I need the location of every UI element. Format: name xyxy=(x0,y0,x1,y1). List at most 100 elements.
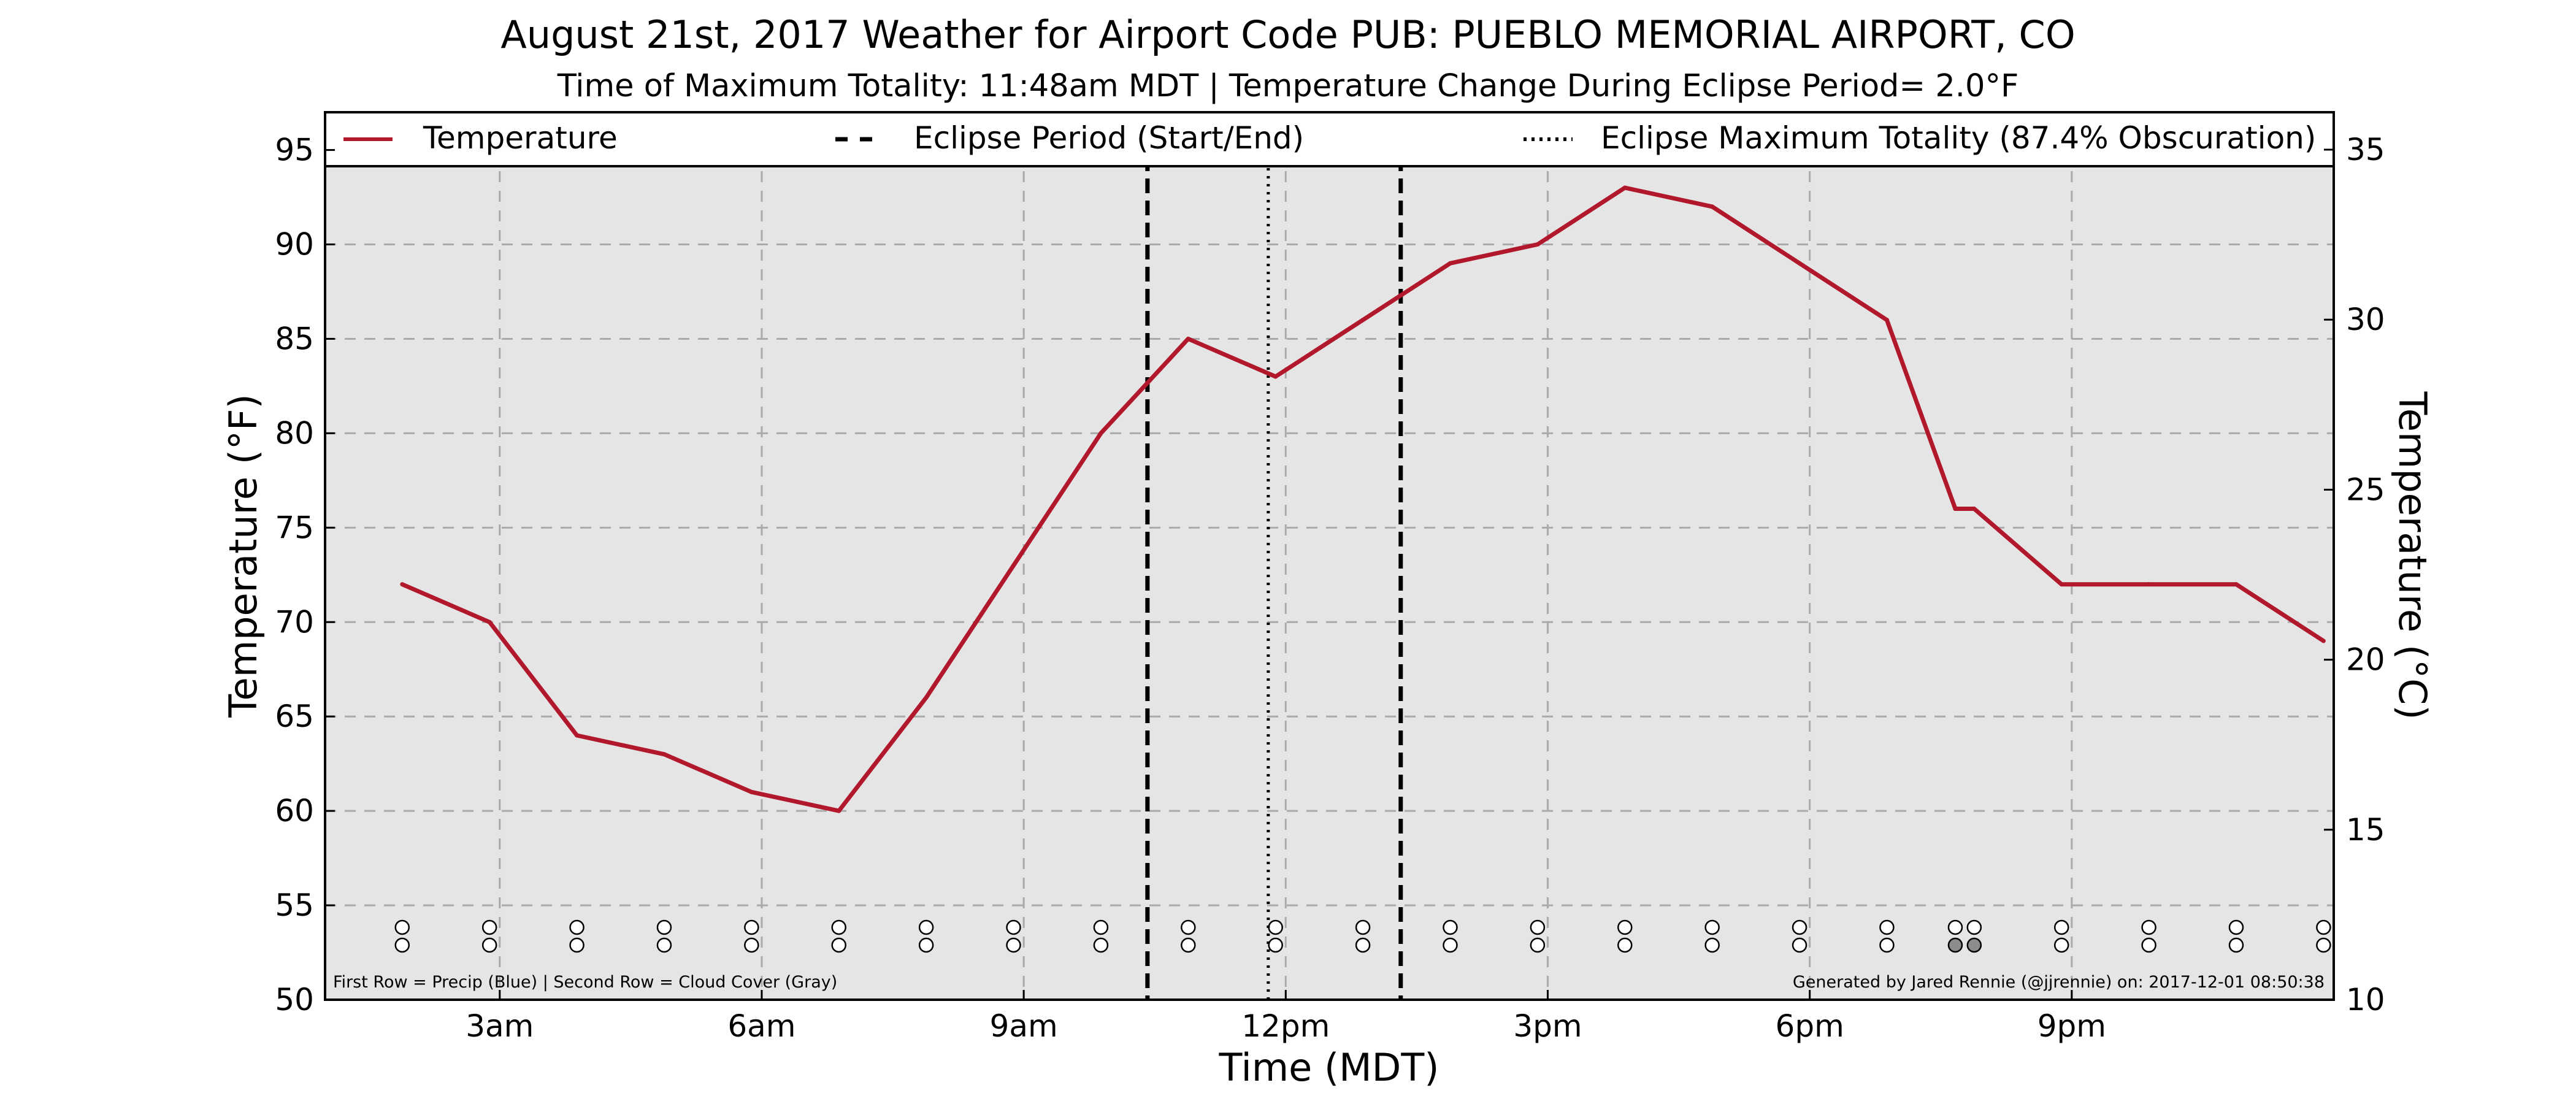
temperature-point-23 xyxy=(2321,638,2326,643)
precip-dot-14 xyxy=(1617,919,1633,935)
temperature-point-4 xyxy=(749,789,754,794)
cloud-dot-14 xyxy=(1617,937,1633,953)
temperature-point-11 xyxy=(1360,318,1365,323)
temperature-series xyxy=(400,185,2326,813)
y2-tick-label-3: 25 xyxy=(2346,472,2385,507)
cloud-dot-21 xyxy=(2141,937,2156,953)
cloud-dot-7 xyxy=(1006,937,1021,953)
precip-dot-6 xyxy=(918,919,934,935)
y2-tick-label-4: 30 xyxy=(2346,302,2385,337)
precip-dot-22 xyxy=(2228,919,2244,935)
cloud-dot-13 xyxy=(1530,937,1546,953)
precip-dot-10 xyxy=(1268,919,1283,935)
temperature-point-0 xyxy=(400,582,405,587)
precip-dot-23 xyxy=(2316,919,2331,935)
y-tick-label-9: 95 xyxy=(275,132,314,168)
precip-dot-21 xyxy=(2141,919,2156,935)
temperature-point-1 xyxy=(487,619,492,624)
temperature-point-22 xyxy=(2234,582,2239,587)
temperature-point-18 xyxy=(1953,507,1958,512)
temperature-point-21 xyxy=(2147,582,2152,587)
y-tick-label-6: 80 xyxy=(275,415,314,451)
precip-dot-16 xyxy=(1792,919,1807,935)
precip-dot-7 xyxy=(1006,919,1021,935)
precip-dot-2 xyxy=(569,919,585,935)
y2-tick-label-2: 20 xyxy=(2346,642,2385,678)
cloud-dot-20 xyxy=(2053,937,2069,953)
cloud-dot-3 xyxy=(656,937,672,953)
y-tick-label-7: 85 xyxy=(275,321,314,356)
temperature-point-5 xyxy=(837,808,841,813)
legend-label-temperature: Temperature xyxy=(423,120,618,156)
x-axis-label: Time (MDT) xyxy=(1219,1045,1439,1090)
precip-dot-4 xyxy=(744,919,759,935)
eclipse-lines xyxy=(1145,112,1403,1000)
axes: 3am 6am 9am 12pm 3pm 6pm 9pm 50 55 60 65 70 75 80 85 90… xyxy=(275,132,2385,1044)
cloud-dot-16 xyxy=(1792,937,1807,953)
y-axis-label: Temperature (°F) xyxy=(221,394,266,718)
legend-label-eclipse-period: Eclipse Period (Start/End) xyxy=(914,120,1304,156)
observation-dots xyxy=(394,919,2331,953)
cloud-dot-10 xyxy=(1268,937,1283,953)
temperature-line-0 xyxy=(401,185,2325,813)
precip-dot-18 xyxy=(1947,919,1963,935)
chart-subtitle: Time of Maximum Totality: 11:48am MDT | … xyxy=(557,68,2019,104)
cloud-dot-19 xyxy=(1966,937,1982,953)
temperature-point-9 xyxy=(1186,336,1190,341)
precip-dot-11 xyxy=(1355,919,1371,935)
y-tick-label-0: 50 xyxy=(275,982,314,1018)
cloud-dot-17 xyxy=(1879,937,1895,953)
temperature-point-17 xyxy=(1884,318,1889,323)
x-tick-label-3: 12pm xyxy=(1241,1008,1330,1044)
temperature-point-7 xyxy=(1011,563,1016,568)
y-tick-label-1: 55 xyxy=(275,887,314,923)
temperature-point-19 xyxy=(1972,507,1977,512)
precip-dot-0 xyxy=(394,919,410,935)
precip-dot-3 xyxy=(656,919,672,935)
precip-dot-8 xyxy=(1093,919,1109,935)
temperature-point-13 xyxy=(1535,242,1540,247)
cloud-dot-0 xyxy=(394,937,410,953)
cloud-dot-2 xyxy=(569,937,585,953)
cloud-dot-6 xyxy=(918,937,934,953)
y-tick-label-4: 70 xyxy=(275,604,314,640)
temperature-point-14 xyxy=(1622,185,1627,190)
cloud-dot-9 xyxy=(1181,937,1196,953)
precip-dot-17 xyxy=(1879,919,1895,935)
cloud-dot-11 xyxy=(1355,937,1371,953)
precip-dot-20 xyxy=(2053,919,2069,935)
x-tick-label-6: 9pm xyxy=(2037,1008,2106,1044)
plot-frame xyxy=(324,111,2335,1001)
cloud-dot-12 xyxy=(1443,937,1458,953)
precip-dot-15 xyxy=(1704,919,1720,935)
precip-dot-9 xyxy=(1181,919,1196,935)
y-tick-label-2: 60 xyxy=(275,793,314,829)
plot-area xyxy=(325,112,2334,1000)
precip-dot-5 xyxy=(831,919,846,935)
cloud-dot-22 xyxy=(2228,937,2244,953)
y2-axis-label: Temperature (°C) xyxy=(2390,391,2435,719)
cloud-dot-18 xyxy=(1947,937,1963,953)
y2-tick-label-5: 35 xyxy=(2346,132,2385,167)
x-tick-label-1: 6am xyxy=(727,1008,795,1044)
y-tick-label-8: 90 xyxy=(275,227,314,263)
temperature-point-15 xyxy=(1710,204,1715,209)
y2-tick-label-1: 15 xyxy=(2346,812,2385,848)
temperature-point-12 xyxy=(1447,261,1452,266)
y-tick-label-5: 75 xyxy=(275,510,314,545)
temperature-point-3 xyxy=(662,752,667,757)
temperature-point-8 xyxy=(1098,431,1103,435)
temperature-point-20 xyxy=(2059,582,2064,587)
cloud-dot-23 xyxy=(2316,937,2331,953)
temperature-point-10 xyxy=(1273,374,1278,379)
x-tick-label-2: 9am xyxy=(990,1008,1058,1044)
x-tick-label-5: 6pm xyxy=(1776,1008,1844,1044)
annotation-left: First Row = Precip (Blue) | Second Row =… xyxy=(333,973,837,992)
precip-dot-19 xyxy=(1966,919,1982,935)
precip-dot-13 xyxy=(1530,919,1546,935)
legend-box xyxy=(324,111,2335,167)
temperature-point-16 xyxy=(1797,261,1802,266)
y2-tick-label-0: 10 xyxy=(2346,982,2385,1018)
chart-title: August 21st, 2017 Weather for Airport Co… xyxy=(500,12,2075,57)
